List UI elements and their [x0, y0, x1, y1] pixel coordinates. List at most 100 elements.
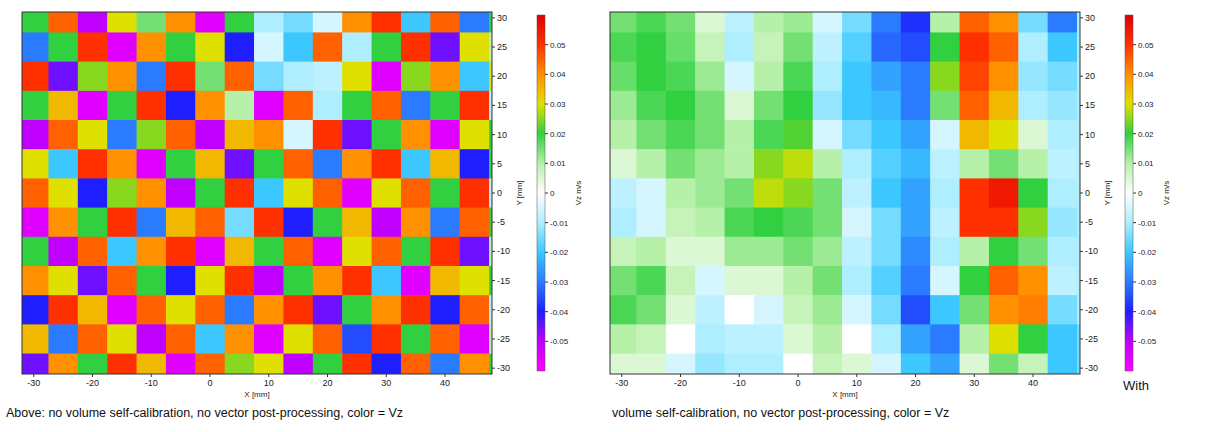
cell: [137, 237, 167, 267]
cell: [195, 62, 225, 92]
cell: [22, 324, 49, 354]
cell: [842, 208, 872, 238]
cell: [107, 178, 137, 208]
cell: [107, 295, 137, 325]
cell: [666, 208, 696, 238]
y-tick: [1080, 368, 1083, 369]
cell: [283, 208, 313, 238]
cell: [137, 295, 167, 325]
cell: [22, 295, 49, 325]
cell: [254, 91, 284, 121]
cell: [283, 120, 313, 150]
cell: [460, 120, 490, 150]
cell: [813, 237, 843, 267]
cell: [636, 178, 666, 208]
cell: [195, 12, 225, 33]
colorbar-tick: [1133, 222, 1136, 223]
cell: [960, 237, 990, 267]
cell: [754, 120, 784, 150]
cell: [460, 208, 490, 238]
cell: [930, 208, 960, 238]
y-tick-label: 15: [497, 100, 507, 110]
cell: [225, 178, 255, 208]
cell: [930, 12, 960, 33]
cell: [48, 12, 78, 33]
cell: [372, 208, 402, 238]
cell: [901, 62, 931, 92]
cell: [372, 237, 402, 267]
colorbar-tick: [545, 311, 548, 312]
y-tick: [492, 17, 495, 18]
cell: [666, 178, 696, 208]
cell: [989, 354, 1019, 374]
cell: [430, 208, 460, 238]
colorbar-tick: [545, 193, 548, 194]
y-tick-label: 25: [1085, 42, 1095, 52]
cell: [695, 32, 725, 62]
cell: [342, 12, 372, 33]
cell: [225, 91, 255, 121]
colorbar-tick: [545, 133, 548, 134]
cell: [372, 62, 402, 92]
cell: [372, 324, 402, 354]
cell: [666, 266, 696, 296]
cell: [725, 324, 755, 354]
cell: [372, 149, 402, 179]
cell: [871, 178, 901, 208]
colorbar-tick-label: 0.03: [1138, 100, 1154, 109]
cell: [725, 354, 755, 374]
cell: [901, 178, 931, 208]
cell: [48, 62, 78, 92]
cell: [372, 354, 402, 374]
cell: [195, 149, 225, 179]
x-tick-label: 20: [322, 378, 332, 388]
cell: [78, 324, 108, 354]
cell: [960, 91, 990, 121]
cell: [989, 295, 1019, 325]
cell: [636, 91, 666, 121]
cell: [666, 91, 696, 121]
cell: [695, 149, 725, 179]
cell: [137, 178, 167, 208]
y-tick-label: 0: [497, 188, 502, 198]
colorbar-tick-label: 0.03: [550, 100, 566, 109]
cell: [313, 208, 343, 238]
cell: [610, 62, 637, 92]
cell: [107, 266, 137, 296]
cell: [1018, 266, 1048, 296]
cell: [78, 91, 108, 121]
x-tick: [915, 374, 916, 377]
cell: [430, 91, 460, 121]
cell: [725, 266, 755, 296]
y-tick: [492, 134, 495, 135]
cell: [1048, 120, 1078, 150]
cell: [930, 354, 960, 374]
cell: [107, 12, 137, 33]
y-tick: [492, 193, 495, 194]
colorbar-tick-label: -0.02: [1138, 248, 1157, 257]
y-tick-label: 20: [1085, 71, 1095, 81]
cell: [725, 149, 755, 179]
cell: [901, 324, 931, 354]
cell: [666, 149, 696, 179]
cell: [930, 32, 960, 62]
cell: [842, 62, 872, 92]
cell: [1018, 91, 1048, 121]
cell: [783, 149, 813, 179]
colorbar-tick-label: -0.05: [550, 337, 569, 346]
cell: [137, 32, 167, 62]
cell: [842, 324, 872, 354]
cell: [313, 149, 343, 179]
cell: [813, 324, 843, 354]
cell: [725, 295, 755, 325]
y-tick: [492, 76, 495, 77]
cell: [842, 12, 872, 33]
colorbar-tick: [1133, 74, 1136, 75]
cell: [342, 324, 372, 354]
cell: [460, 62, 490, 92]
colorbar-tick: [1133, 193, 1136, 194]
cell: [871, 62, 901, 92]
cell: [754, 324, 784, 354]
cell: [871, 12, 901, 33]
cell: [78, 354, 108, 374]
